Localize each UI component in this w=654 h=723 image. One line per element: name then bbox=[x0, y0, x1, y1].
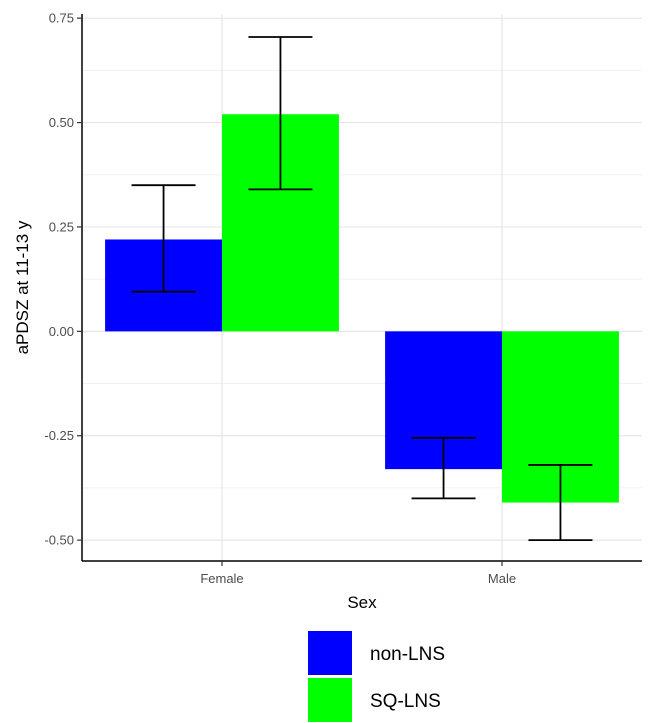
x-tick-label: Male bbox=[488, 571, 516, 586]
x-tick-label: Female bbox=[200, 571, 243, 586]
y-axis-title: aPDSZ at 11-13 y bbox=[13, 220, 32, 354]
y-tick-label: 0.25 bbox=[49, 219, 74, 234]
legend-swatch-sq-lns bbox=[308, 678, 352, 722]
x-axis-title: Sex bbox=[347, 593, 377, 612]
y-tick-labels: -0.50 -0.25 0.00 0.25 0.50 0.75 bbox=[44, 11, 82, 548]
y-tick-label: 0.75 bbox=[49, 11, 74, 26]
y-tick-label: 0.50 bbox=[49, 115, 74, 130]
legend-swatch-non-lns bbox=[308, 631, 352, 675]
legend-label-non-lns: non-LNS bbox=[370, 644, 445, 665]
error-bars bbox=[131, 36, 593, 542]
x-tick-labels: Female Male bbox=[200, 561, 516, 586]
bars bbox=[105, 114, 619, 503]
y-tick-label: -0.50 bbox=[44, 533, 74, 548]
legend-label-sq-lns: SQ-LNS bbox=[370, 691, 441, 712]
legend: non-LNS SQ-LNS bbox=[308, 631, 445, 722]
axes bbox=[81, 14, 642, 562]
y-tick-label: -0.25 bbox=[44, 428, 74, 443]
y-tick-label: 0.00 bbox=[49, 324, 74, 339]
